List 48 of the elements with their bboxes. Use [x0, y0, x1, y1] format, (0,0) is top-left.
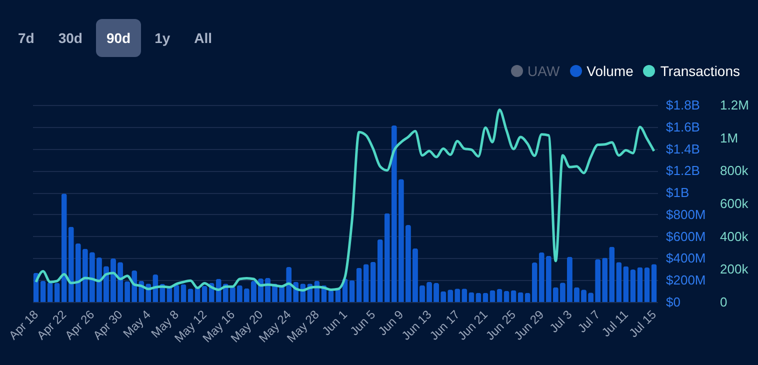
bar — [546, 256, 552, 302]
bar — [644, 268, 650, 302]
y-tick-label: $800M — [666, 206, 706, 222]
text: 1y — [154, 29, 172, 48]
line-series — [34, 108, 656, 292]
x-tick-label: Jul 3 — [546, 307, 575, 336]
bar — [370, 262, 376, 302]
bar — [616, 262, 622, 302]
bar — [363, 264, 369, 302]
y2-tick-label: 1M — [720, 130, 738, 146]
bar — [384, 213, 390, 302]
y-tick-label: $0 — [666, 294, 680, 310]
text: 30d — [57, 29, 84, 48]
bar — [398, 179, 404, 302]
bar — [637, 267, 643, 302]
y-tick-label: $200M — [666, 272, 706, 288]
legend-label: UAW — [528, 63, 560, 79]
legend-label: Volume — [586, 63, 634, 79]
text: 90d — [96, 19, 141, 57]
bar — [356, 268, 362, 302]
y-tick-label: $600M — [666, 228, 706, 244]
bar — [595, 259, 601, 302]
bar — [538, 252, 544, 302]
y-tick-label: $1.2B — [666, 163, 700, 178]
y2-tick-label: 800k — [720, 163, 749, 178]
bar — [651, 264, 657, 302]
bar — [405, 224, 411, 302]
bar — [566, 256, 572, 302]
y2-tick-label: 200k — [720, 262, 749, 277]
bar — [630, 269, 636, 302]
bar — [609, 246, 615, 302]
bar — [623, 266, 629, 302]
y2-tick-label: 400k — [720, 228, 749, 244]
y2-tick-label: 600k — [720, 196, 749, 211]
y2-tick-label: 1.2M — [720, 98, 749, 112]
text: 7d — [17, 29, 36, 48]
y-tick-label: $400M — [666, 250, 706, 266]
y-tick-label: $1.8B — [666, 98, 700, 112]
bar — [532, 262, 538, 302]
text: All — [193, 29, 214, 48]
bar — [412, 248, 418, 302]
y-tick-label: $1B — [666, 185, 690, 200]
bar — [602, 258, 608, 302]
y-tick-label: $1.4B — [666, 141, 700, 156]
y2-tick-label: 0 — [720, 294, 728, 310]
legend-label: Transactions — [660, 63, 740, 79]
bar — [377, 239, 383, 302]
y-tick-label: $1.6B — [666, 119, 700, 134]
